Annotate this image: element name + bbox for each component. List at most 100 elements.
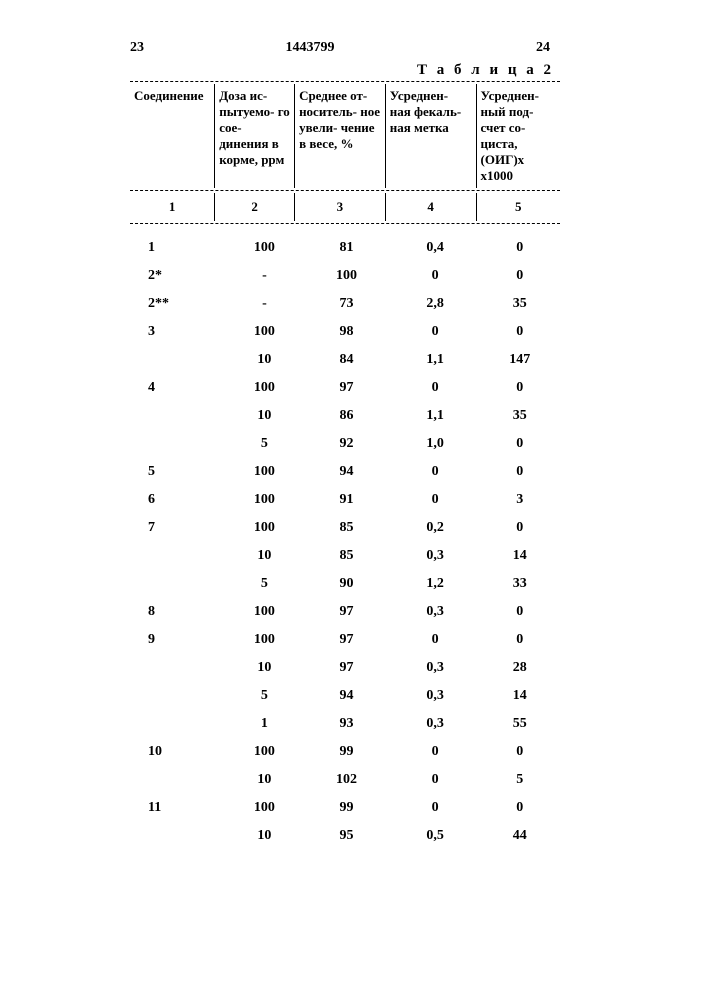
cell-c1 bbox=[130, 710, 227, 738]
cell-c2: 100 bbox=[227, 318, 303, 346]
cell-c3: 98 bbox=[302, 318, 391, 346]
cell-c4: 0,3 bbox=[391, 710, 480, 738]
cell-c3: 99 bbox=[302, 738, 391, 766]
cell-c4: 1,0 bbox=[391, 430, 480, 458]
cell-c2: 10 bbox=[227, 822, 303, 850]
col-header-5: Усреднен- ный под- счет со- циста, (ОИГ)… bbox=[476, 84, 560, 188]
table-row: 10970,328 bbox=[130, 654, 560, 682]
cell-c3: 73 bbox=[302, 290, 391, 318]
cell-c4: 1,1 bbox=[391, 402, 480, 430]
cell-c3: 90 bbox=[302, 570, 391, 598]
cell-c5: 0 bbox=[479, 234, 560, 262]
cell-c5: 147 bbox=[479, 346, 560, 374]
cell-c1 bbox=[130, 766, 227, 794]
cell-c2: 10 bbox=[227, 766, 303, 794]
cell-c1: 6 bbox=[130, 486, 227, 514]
cell-c5: 55 bbox=[479, 710, 560, 738]
table-row: 10950,544 bbox=[130, 822, 560, 850]
cell-c1 bbox=[130, 402, 227, 430]
header-table: Соединение Доза ис- пытуемо- го сое- дин… bbox=[130, 84, 560, 221]
cell-c2: 1 bbox=[227, 710, 303, 738]
cell-c2: 5 bbox=[227, 430, 303, 458]
cell-c5: 0 bbox=[479, 794, 560, 822]
cell-c1: 2* bbox=[130, 262, 227, 290]
cell-c1: 2** bbox=[130, 290, 227, 318]
table-row: 10861,135 bbox=[130, 402, 560, 430]
cell-c2: - bbox=[227, 262, 303, 290]
cell-c2: 100 bbox=[227, 234, 303, 262]
cell-c1: 1 bbox=[130, 234, 227, 262]
col-num-2: 2 bbox=[215, 193, 295, 221]
cell-c3: 91 bbox=[302, 486, 391, 514]
cell-c4: 0,5 bbox=[391, 822, 480, 850]
table-row: 5940,314 bbox=[130, 682, 560, 710]
col-header-2: Доза ис- пытуемо- го сое- динения в корм… bbox=[215, 84, 295, 188]
dash-top bbox=[130, 81, 560, 82]
table-row: 8100970,30 bbox=[130, 598, 560, 626]
header-row: Соединение Доза ис- пытуемо- го сое- дин… bbox=[130, 84, 560, 188]
cell-c3: 81 bbox=[302, 234, 391, 262]
cell-c3: 97 bbox=[302, 598, 391, 626]
cell-c2: 100 bbox=[227, 486, 303, 514]
dash-bottom bbox=[130, 223, 560, 224]
table-row: 51009400 bbox=[130, 458, 560, 486]
cell-c3: 99 bbox=[302, 794, 391, 822]
header-nums-row: 1 2 3 4 5 bbox=[130, 193, 560, 221]
cell-c1 bbox=[130, 822, 227, 850]
table-row: 5921,00 bbox=[130, 430, 560, 458]
cell-c3: 94 bbox=[302, 458, 391, 486]
cell-c3: 84 bbox=[302, 346, 391, 374]
table-row: 2**-732,835 bbox=[130, 290, 560, 318]
cell-c3: 100 bbox=[302, 262, 391, 290]
page-num-right: 24 bbox=[400, 40, 560, 56]
table-row: 61009103 bbox=[130, 486, 560, 514]
cell-c5: 44 bbox=[479, 822, 560, 850]
cell-c5: 0 bbox=[479, 738, 560, 766]
cell-c2: 100 bbox=[227, 794, 303, 822]
cell-c5: 0 bbox=[479, 458, 560, 486]
cell-c5: 0 bbox=[479, 374, 560, 402]
cell-c4: 0,2 bbox=[391, 514, 480, 542]
cell-c4: 1,1 bbox=[391, 346, 480, 374]
cell-c5: 14 bbox=[479, 682, 560, 710]
cell-c4: 0 bbox=[391, 318, 480, 346]
cell-c3: 102 bbox=[302, 766, 391, 794]
cell-c4: 0 bbox=[391, 626, 480, 654]
cell-c2: 10 bbox=[227, 402, 303, 430]
table-row: 10850,314 bbox=[130, 542, 560, 570]
cell-c1 bbox=[130, 682, 227, 710]
cell-c5: 35 bbox=[479, 402, 560, 430]
cell-c5: 0 bbox=[479, 262, 560, 290]
cell-c1: 8 bbox=[130, 598, 227, 626]
cell-c5: 14 bbox=[479, 542, 560, 570]
cell-c4: 0 bbox=[391, 458, 480, 486]
cell-c1 bbox=[130, 430, 227, 458]
cell-c1: 9 bbox=[130, 626, 227, 654]
cell-c5: 28 bbox=[479, 654, 560, 682]
cell-c2: 10 bbox=[227, 542, 303, 570]
table-row: 41009700 bbox=[130, 374, 560, 402]
cell-c5: 0 bbox=[479, 598, 560, 626]
table-row: 1100810,40 bbox=[130, 234, 560, 262]
col-num-1: 1 bbox=[130, 193, 215, 221]
page-num-left: 23 bbox=[130, 40, 220, 56]
cell-c2: 10 bbox=[227, 654, 303, 682]
table-row: 101009900 bbox=[130, 738, 560, 766]
cell-c3: 95 bbox=[302, 822, 391, 850]
cell-c4: 0 bbox=[391, 766, 480, 794]
cell-c4: 0,3 bbox=[391, 542, 480, 570]
cell-c2: 100 bbox=[227, 738, 303, 766]
cell-c5: 33 bbox=[479, 570, 560, 598]
top-line: 23 1443799 24 bbox=[130, 40, 560, 56]
data-table: 1100810,402*-100002**-732,83531009800108… bbox=[130, 234, 560, 850]
table-row: 5901,233 bbox=[130, 570, 560, 598]
cell-c2: 10 bbox=[227, 346, 303, 374]
doc-number: 1443799 bbox=[220, 40, 400, 56]
cell-c4: 0 bbox=[391, 486, 480, 514]
cell-c5: 35 bbox=[479, 290, 560, 318]
cell-c5: 0 bbox=[479, 318, 560, 346]
cell-c2: 100 bbox=[227, 374, 303, 402]
page-container: 23 1443799 24 Т а б л и ц а 2 Соединение… bbox=[130, 40, 560, 850]
cell-c1: 11 bbox=[130, 794, 227, 822]
dash-mid bbox=[130, 190, 560, 191]
